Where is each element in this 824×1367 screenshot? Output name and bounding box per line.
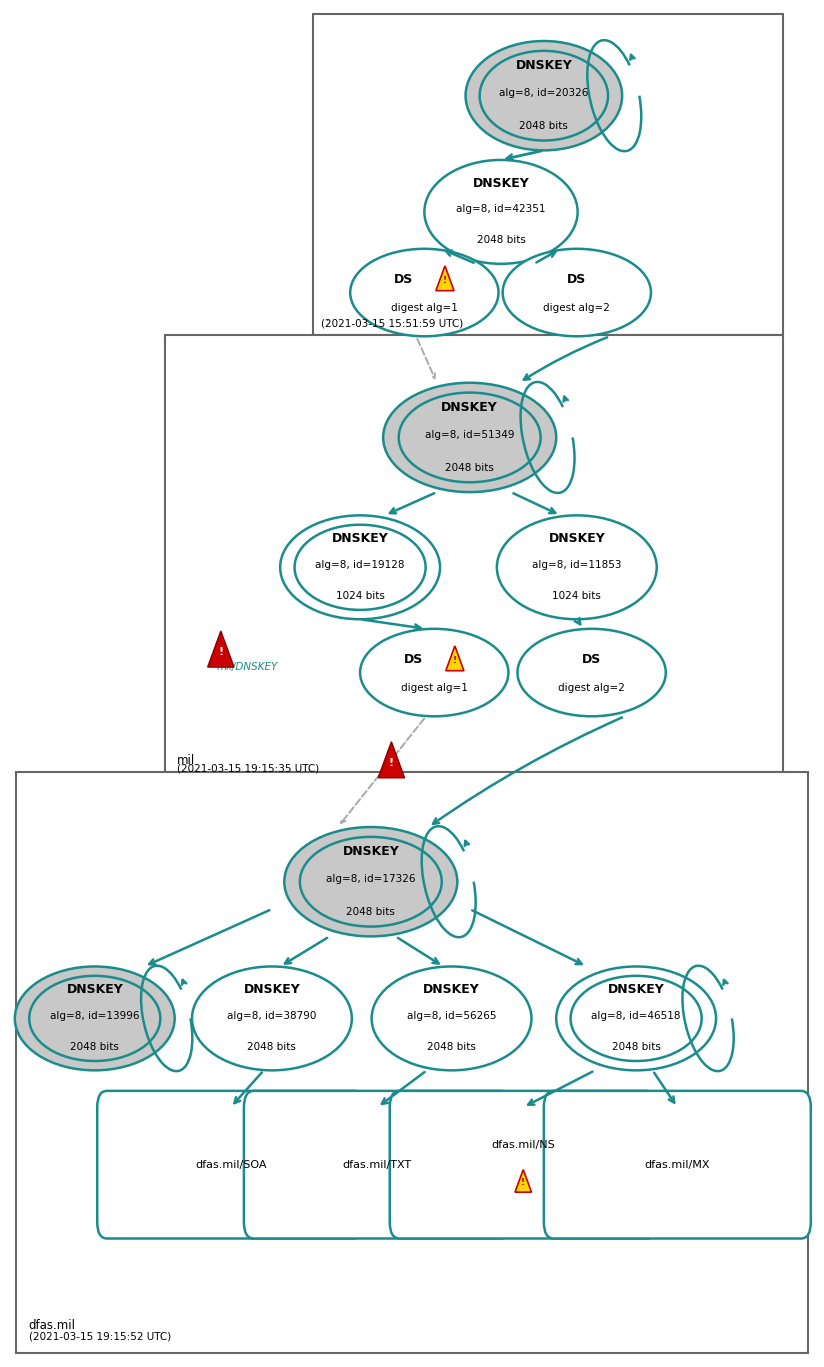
Ellipse shape xyxy=(556,966,716,1070)
Text: mil/DNSKEY: mil/DNSKEY xyxy=(217,662,278,673)
Text: 2048 bits: 2048 bits xyxy=(519,120,569,131)
Text: 2048 bits: 2048 bits xyxy=(611,1042,661,1053)
Text: !: ! xyxy=(389,757,394,767)
Text: alg=8, id=42351: alg=8, id=42351 xyxy=(456,204,545,215)
Text: .: . xyxy=(325,313,329,323)
Ellipse shape xyxy=(29,976,161,1061)
Text: DS: DS xyxy=(582,653,602,666)
Text: DNSKEY: DNSKEY xyxy=(549,532,605,545)
Ellipse shape xyxy=(284,827,457,936)
Ellipse shape xyxy=(360,629,508,716)
Text: DS: DS xyxy=(394,273,414,286)
Text: alg=8, id=46518: alg=8, id=46518 xyxy=(592,1010,681,1021)
Text: 2048 bits: 2048 bits xyxy=(445,462,494,473)
Text: digest alg=1: digest alg=1 xyxy=(391,303,458,313)
Text: 2048 bits: 2048 bits xyxy=(476,235,526,246)
Text: (2021-03-15 15:51:59 UTC): (2021-03-15 15:51:59 UTC) xyxy=(321,319,464,329)
Text: DNSKEY: DNSKEY xyxy=(442,401,498,414)
Ellipse shape xyxy=(372,966,531,1070)
Text: DS: DS xyxy=(404,653,424,666)
Text: dfas.mil: dfas.mil xyxy=(29,1319,76,1333)
Ellipse shape xyxy=(503,249,651,336)
Text: DS: DS xyxy=(567,273,587,286)
Text: alg=8, id=17326: alg=8, id=17326 xyxy=(326,874,415,884)
Text: alg=8, id=13996: alg=8, id=13996 xyxy=(50,1010,139,1021)
Text: dfas.mil/MX: dfas.mil/MX xyxy=(644,1159,710,1170)
FancyBboxPatch shape xyxy=(313,14,783,335)
Polygon shape xyxy=(436,265,454,291)
Text: 1024 bits: 1024 bits xyxy=(552,591,602,601)
Text: DNSKEY: DNSKEY xyxy=(516,59,572,72)
Text: alg=8, id=11853: alg=8, id=11853 xyxy=(532,559,621,570)
Text: !: ! xyxy=(521,1178,526,1187)
Ellipse shape xyxy=(497,515,657,619)
FancyBboxPatch shape xyxy=(97,1091,364,1239)
Text: alg=8, id=20326: alg=8, id=20326 xyxy=(499,87,588,98)
Ellipse shape xyxy=(300,837,442,927)
Ellipse shape xyxy=(466,41,622,150)
Ellipse shape xyxy=(570,976,702,1061)
Text: (2021-03-15 19:15:35 UTC): (2021-03-15 19:15:35 UTC) xyxy=(177,763,320,774)
Text: DNSKEY: DNSKEY xyxy=(67,983,123,997)
Text: digest alg=2: digest alg=2 xyxy=(558,684,625,693)
Ellipse shape xyxy=(294,525,426,610)
Ellipse shape xyxy=(280,515,440,619)
Text: dfas.mil/TXT: dfas.mil/TXT xyxy=(343,1159,412,1170)
Polygon shape xyxy=(446,647,464,671)
Ellipse shape xyxy=(399,392,541,483)
Text: !: ! xyxy=(218,647,223,656)
Ellipse shape xyxy=(424,160,578,264)
Text: 2048 bits: 2048 bits xyxy=(427,1042,476,1053)
FancyBboxPatch shape xyxy=(244,1091,511,1239)
Text: alg=8, id=51349: alg=8, id=51349 xyxy=(425,429,514,440)
Text: dfas.mil/SOA: dfas.mil/SOA xyxy=(195,1159,266,1170)
Polygon shape xyxy=(378,742,405,778)
Text: DNSKEY: DNSKEY xyxy=(424,983,480,997)
Text: DNSKEY: DNSKEY xyxy=(473,176,529,190)
Text: digest alg=1: digest alg=1 xyxy=(400,684,468,693)
Text: DNSKEY: DNSKEY xyxy=(343,845,399,858)
Text: (2021-03-15 19:15:52 UTC): (2021-03-15 19:15:52 UTC) xyxy=(29,1331,171,1342)
Polygon shape xyxy=(515,1170,531,1192)
Ellipse shape xyxy=(480,51,608,141)
Text: !: ! xyxy=(452,656,457,664)
Text: 2048 bits: 2048 bits xyxy=(346,906,396,917)
FancyBboxPatch shape xyxy=(16,772,808,1353)
FancyBboxPatch shape xyxy=(390,1091,657,1239)
Text: !: ! xyxy=(442,276,447,284)
FancyBboxPatch shape xyxy=(544,1091,811,1239)
Polygon shape xyxy=(208,632,234,667)
Text: DNSKEY: DNSKEY xyxy=(244,983,300,997)
Ellipse shape xyxy=(383,383,556,492)
Text: DNSKEY: DNSKEY xyxy=(332,532,388,545)
Ellipse shape xyxy=(350,249,499,336)
Text: digest alg=2: digest alg=2 xyxy=(543,303,611,313)
Text: 2048 bits: 2048 bits xyxy=(247,1042,297,1053)
Text: 2048 bits: 2048 bits xyxy=(70,1042,119,1053)
Text: alg=8, id=19128: alg=8, id=19128 xyxy=(316,559,405,570)
Text: DNSKEY: DNSKEY xyxy=(608,983,664,997)
FancyBboxPatch shape xyxy=(165,335,783,772)
Text: alg=8, id=56265: alg=8, id=56265 xyxy=(407,1010,496,1021)
Text: alg=8, id=38790: alg=8, id=38790 xyxy=(227,1010,316,1021)
Ellipse shape xyxy=(15,966,175,1070)
Text: 1024 bits: 1024 bits xyxy=(335,591,385,601)
Text: dfas.mil/NS: dfas.mil/NS xyxy=(491,1140,555,1150)
Ellipse shape xyxy=(192,966,352,1070)
Ellipse shape xyxy=(517,629,666,716)
Text: mil: mil xyxy=(177,753,195,767)
